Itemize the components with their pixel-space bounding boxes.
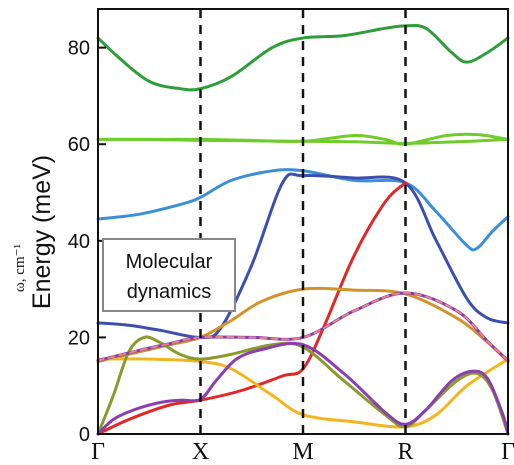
- x-tick-label: X: [192, 439, 209, 465]
- x-tick-label: Γ: [91, 439, 105, 465]
- high-symmetry-lines: [199, 9, 407, 434]
- x-tick-label: M: [292, 439, 313, 465]
- series-layer: [96, 23, 510, 436]
- y-tick-label: 40: [68, 231, 90, 253]
- y-tick-label: 20: [68, 327, 90, 349]
- series-line-12: [97, 291, 509, 362]
- annotation-line-2: dynamics: [127, 281, 211, 303]
- annotation-line-1: Molecular: [126, 251, 213, 273]
- series-line-10: [96, 341, 510, 436]
- series-line-5: [96, 172, 510, 339]
- series-line-6: [96, 181, 407, 436]
- y-tick-label: 0: [79, 424, 90, 446]
- y-tick-label: 80: [68, 38, 90, 60]
- x-tick-label: Γ: [501, 439, 514, 465]
- series-line-1: [96, 23, 510, 92]
- series-line-3: [96, 132, 510, 146]
- y-ticks: 0 20 40 60 80: [68, 38, 106, 446]
- y-axis-label: Energy (meV): [28, 155, 56, 309]
- x-tick-label: R: [397, 439, 413, 465]
- annotation-box: Molecular dynamics: [102, 238, 236, 312]
- y-tick-label: 60: [68, 134, 90, 156]
- y-axis-secondary-label: ω, cm⁻¹: [12, 244, 28, 292]
